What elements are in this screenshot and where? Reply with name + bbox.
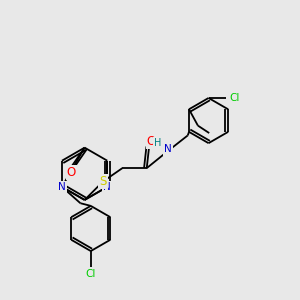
Text: O: O bbox=[147, 135, 156, 148]
Text: N: N bbox=[58, 182, 66, 192]
Text: Cl: Cl bbox=[85, 269, 96, 279]
Text: N: N bbox=[103, 182, 111, 192]
Text: O: O bbox=[67, 166, 76, 179]
Text: S: S bbox=[99, 175, 107, 188]
Text: H: H bbox=[154, 139, 161, 148]
Text: Cl: Cl bbox=[229, 93, 239, 103]
Text: N: N bbox=[164, 144, 172, 154]
